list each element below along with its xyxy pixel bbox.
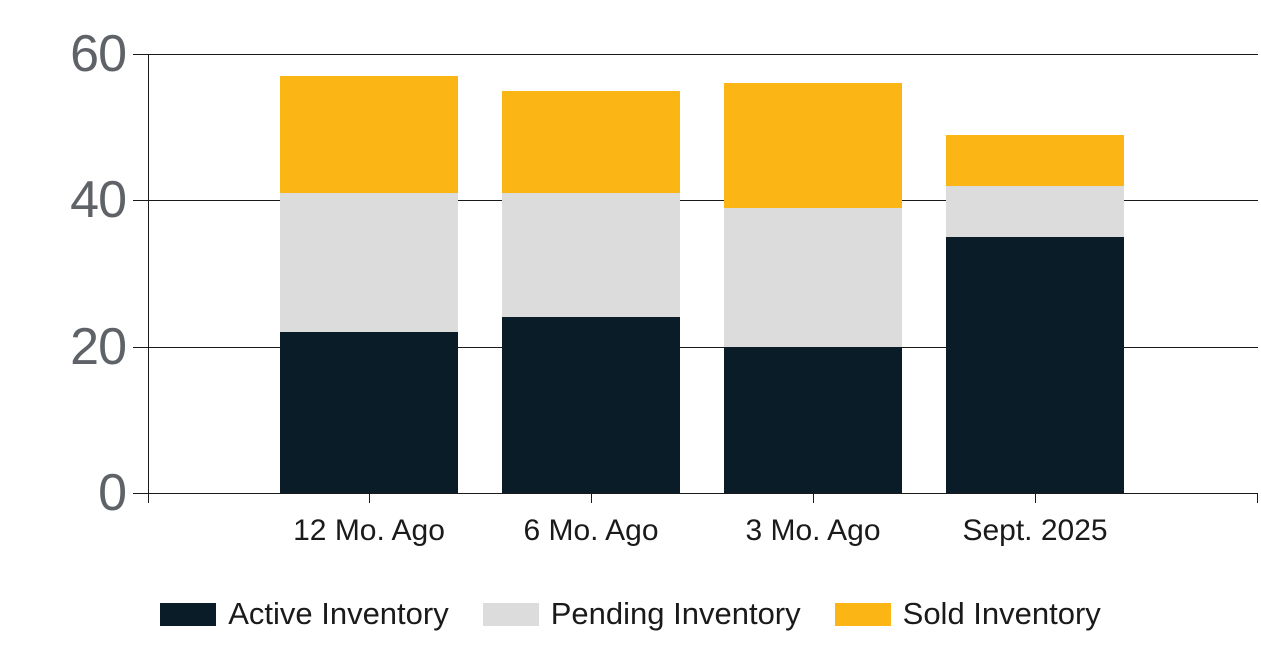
x-axis-tick: [369, 493, 370, 503]
bar-segment-pending-inventory: [946, 185, 1124, 237]
x-axis-tick: [1035, 493, 1036, 503]
y-axis-tick-label: 60: [70, 25, 127, 83]
legend-item-sold-inventory: Sold Inventory: [834, 596, 1101, 632]
bar-segment-active-inventory: [502, 317, 680, 493]
bar-segment-sold-inventory: [946, 134, 1124, 186]
sold-inventory-swatch-icon: [834, 602, 891, 626]
gridline-y-40: [133, 200, 1258, 202]
bar-segment-sold-inventory: [502, 90, 680, 194]
legend-label: Active Inventory: [228, 596, 449, 631]
active-inventory-swatch-icon: [160, 602, 217, 626]
legend-label: Sold Inventory: [902, 596, 1101, 631]
bar-segment-active-inventory: [724, 346, 902, 493]
chart-legend: Active Inventory Pending Inventory Sold In…: [0, 596, 1261, 632]
x-axis-category-label: 6 Mo. Ago: [523, 514, 659, 547]
x-axis-category-label: 12 Mo. Ago: [293, 514, 445, 547]
x-axis-tick: [591, 493, 592, 503]
y-axis-tick-label: 40: [70, 171, 127, 230]
plot-area: [133, 54, 1258, 503]
legend-item-active-inventory: Active Inventory: [160, 596, 449, 632]
bar-segment-active-inventory: [280, 332, 458, 493]
gridline-y-0: [133, 493, 1258, 494]
bar-segment-sold-inventory: [724, 83, 902, 208]
gridline-y-60: [133, 54, 1258, 55]
x-axis-tick: [813, 493, 814, 503]
pending-inventory-swatch-icon: [482, 602, 539, 626]
bar-segment-active-inventory: [946, 236, 1124, 493]
bar-segment-pending-inventory: [280, 193, 458, 333]
x-axis-end-tick: [1257, 493, 1258, 503]
gridline-y-20: [133, 346, 1258, 348]
y-axis-line: [148, 54, 149, 503]
y-axis-tick-label: 20: [70, 317, 127, 376]
bar-segment-sold-inventory: [280, 75, 458, 194]
legend-item-pending-inventory: Pending Inventory: [482, 596, 801, 632]
x-axis-category-label: Sept. 2025: [962, 514, 1108, 547]
x-axis-category-label: 3 Mo. Ago: [745, 514, 881, 547]
legend-label: Pending Inventory: [550, 596, 801, 631]
bar-segment-pending-inventory: [724, 207, 902, 347]
y-axis-tick-label: 0: [98, 464, 127, 522]
bar-segment-pending-inventory: [502, 193, 680, 318]
